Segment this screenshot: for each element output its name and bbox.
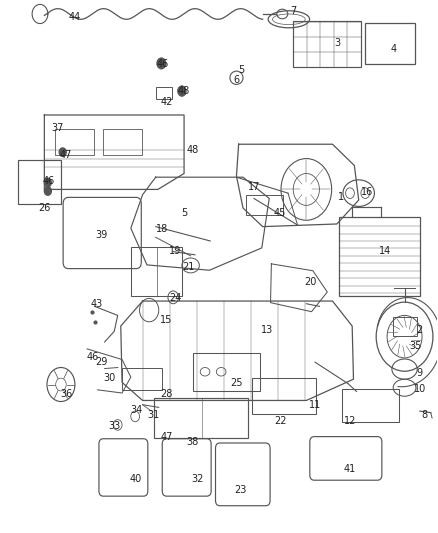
Text: 41: 41 xyxy=(344,464,356,473)
Text: 46: 46 xyxy=(156,60,168,69)
Text: 29: 29 xyxy=(95,357,107,367)
Text: 46: 46 xyxy=(42,176,55,187)
Text: 44: 44 xyxy=(69,12,81,22)
Text: 47: 47 xyxy=(160,432,173,442)
Text: 7: 7 xyxy=(290,6,297,17)
Text: 16: 16 xyxy=(361,187,374,197)
Bar xyxy=(342,389,399,422)
Text: 5: 5 xyxy=(238,65,244,75)
Bar xyxy=(393,317,417,336)
Text: 47: 47 xyxy=(60,150,72,160)
Circle shape xyxy=(177,86,186,96)
Text: 19: 19 xyxy=(169,246,181,255)
Text: 38: 38 xyxy=(187,437,199,447)
Bar xyxy=(252,378,316,414)
Text: 9: 9 xyxy=(417,368,423,378)
Text: 48: 48 xyxy=(187,144,199,155)
Text: 25: 25 xyxy=(230,378,243,389)
Text: 23: 23 xyxy=(235,485,247,495)
Circle shape xyxy=(44,187,51,195)
Text: 45: 45 xyxy=(274,208,286,219)
Text: 33: 33 xyxy=(108,421,120,431)
Bar xyxy=(103,130,142,155)
Text: 6: 6 xyxy=(233,76,240,85)
Bar xyxy=(122,368,162,390)
Text: 36: 36 xyxy=(60,389,72,399)
Bar xyxy=(155,87,172,99)
Text: 34: 34 xyxy=(130,405,142,415)
Text: 42: 42 xyxy=(160,96,173,107)
Bar xyxy=(365,23,416,64)
Bar xyxy=(193,353,261,391)
Text: 2: 2 xyxy=(417,325,423,335)
Bar xyxy=(339,217,420,296)
Bar xyxy=(293,21,361,67)
Text: 5: 5 xyxy=(181,208,187,219)
Circle shape xyxy=(157,58,166,69)
Circle shape xyxy=(59,148,66,157)
Text: 12: 12 xyxy=(344,416,356,426)
Text: 20: 20 xyxy=(304,278,317,287)
Text: 1: 1 xyxy=(338,192,344,203)
Text: 26: 26 xyxy=(38,203,50,213)
Text: 21: 21 xyxy=(182,262,194,271)
Circle shape xyxy=(44,178,51,187)
Bar xyxy=(131,247,182,296)
Text: 14: 14 xyxy=(379,246,391,255)
Text: 48: 48 xyxy=(178,86,190,96)
Text: 4: 4 xyxy=(391,44,397,53)
Bar xyxy=(246,195,283,215)
Text: 30: 30 xyxy=(104,373,116,383)
Text: 13: 13 xyxy=(261,325,273,335)
Text: 46: 46 xyxy=(86,352,99,362)
Text: 17: 17 xyxy=(248,182,260,192)
Text: 32: 32 xyxy=(191,474,203,484)
Text: 43: 43 xyxy=(91,298,103,309)
Text: 15: 15 xyxy=(160,314,173,325)
Bar xyxy=(18,160,61,204)
Text: 22: 22 xyxy=(274,416,286,426)
Text: 31: 31 xyxy=(147,410,159,421)
Text: 37: 37 xyxy=(51,123,64,133)
Text: 39: 39 xyxy=(95,230,107,240)
Text: 40: 40 xyxy=(130,474,142,484)
Text: 18: 18 xyxy=(156,224,168,235)
Text: 28: 28 xyxy=(160,389,173,399)
Text: 10: 10 xyxy=(414,384,426,394)
Bar xyxy=(55,130,94,155)
Text: 24: 24 xyxy=(169,293,181,303)
Text: 11: 11 xyxy=(309,400,321,410)
Text: 35: 35 xyxy=(409,341,422,351)
Bar xyxy=(154,398,248,438)
Text: 3: 3 xyxy=(334,38,340,48)
Text: 8: 8 xyxy=(421,410,427,421)
